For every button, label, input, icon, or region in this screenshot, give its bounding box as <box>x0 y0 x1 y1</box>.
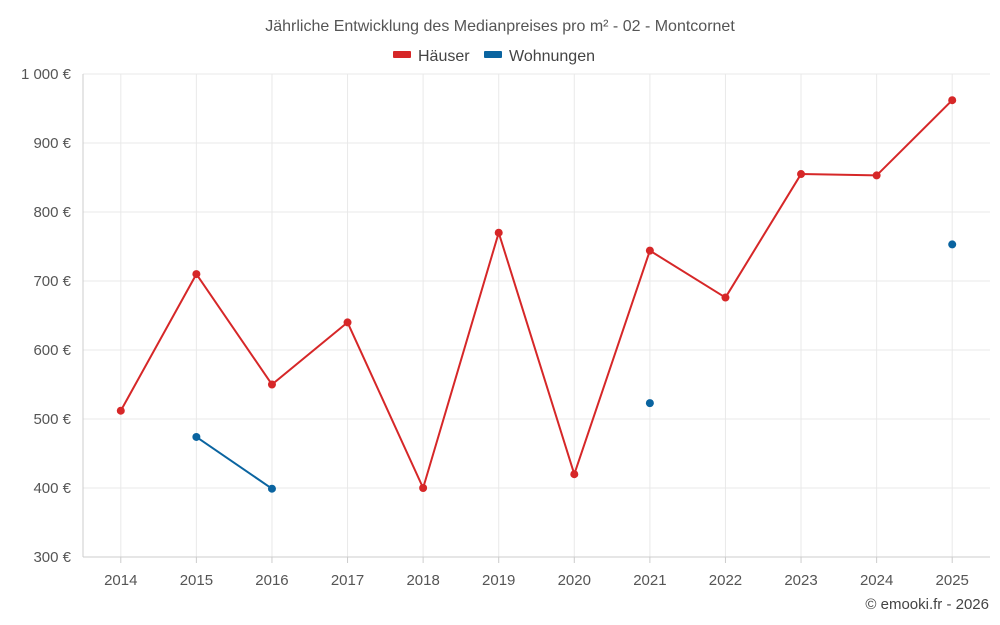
data-point-hauser[interactable] <box>116 406 125 415</box>
x-tick-label: 2025 <box>936 572 969 589</box>
x-axis: 2014 2015 2016 2017 2018 2019 2020 2021 2022 2023… <box>83 556 990 589</box>
data-point-hauser[interactable] <box>192 270 201 279</box>
x-tick-label: 2017 <box>331 572 364 589</box>
x-tick-label: 2020 <box>558 572 591 589</box>
y-tick-label: 600 € <box>33 342 71 359</box>
data-point-wohnungen[interactable] <box>192 432 201 441</box>
x-tick-label: 2022 <box>709 572 742 589</box>
data-point-hauser[interactable] <box>267 380 276 389</box>
series-layer <box>116 96 957 493</box>
grid <box>83 73 990 557</box>
y-tick-label: 800 € <box>33 204 71 221</box>
legend-swatch-wohnungen <box>484 51 502 58</box>
data-point-wohnungen[interactable] <box>948 240 957 249</box>
x-tick-label: 2021 <box>633 572 666 589</box>
legend: Häuser Wohnungen <box>393 48 595 65</box>
data-point-hauser[interactable] <box>419 484 428 492</box>
data-point-wohnungen[interactable] <box>267 484 276 493</box>
x-tick-label: 2016 <box>255 572 288 589</box>
legend-swatch-hauser <box>393 51 411 58</box>
series-wohnungen <box>192 240 957 493</box>
chart-title: Jährliche Entwicklung des Medianpreises … <box>265 18 735 35</box>
y-tick-label: 500 € <box>33 411 71 428</box>
y-axis: 300 € 400 € 500 € 600 € 700 € 800 € 900 € 1 000… <box>21 66 84 566</box>
data-point-hauser[interactable] <box>721 293 730 302</box>
x-tick-label: 2024 <box>860 572 893 589</box>
x-tick-label: 2023 <box>784 572 817 589</box>
y-tick-label: 700 € <box>33 273 71 290</box>
y-tick-label: 1 000 € <box>21 66 72 83</box>
x-tick-label: 2018 <box>406 572 439 589</box>
data-point-hauser[interactable] <box>797 170 806 179</box>
legend-item-hauser[interactable]: Häuser <box>393 48 470 65</box>
legend-label-wohnungen: Wohnungen <box>509 48 595 65</box>
series-hauser <box>116 96 957 492</box>
y-tick-label: 900 € <box>33 135 71 152</box>
data-point-hauser[interactable] <box>494 228 503 237</box>
data-point-wohnungen[interactable] <box>645 399 654 408</box>
data-point-hauser[interactable] <box>343 318 352 327</box>
x-tick-label: 2019 <box>482 572 515 589</box>
y-tick-label: 300 € <box>33 549 71 566</box>
credit-text: © emooki.fr - 2026 <box>865 596 989 613</box>
legend-label-hauser: Häuser <box>418 48 470 65</box>
data-point-hauser[interactable] <box>645 246 654 255</box>
data-point-hauser[interactable] <box>872 171 881 180</box>
x-tick-label: 2014 <box>104 572 137 589</box>
x-tick-label: 2015 <box>180 572 213 589</box>
series-line-wohnungen <box>195 436 273 490</box>
data-point-hauser[interactable] <box>570 470 579 479</box>
legend-item-wohnungen[interactable]: Wohnungen <box>484 48 595 65</box>
series-line-hauser <box>119 99 953 489</box>
y-tick-label: 400 € <box>33 480 71 497</box>
data-point-hauser[interactable] <box>948 96 957 105</box>
